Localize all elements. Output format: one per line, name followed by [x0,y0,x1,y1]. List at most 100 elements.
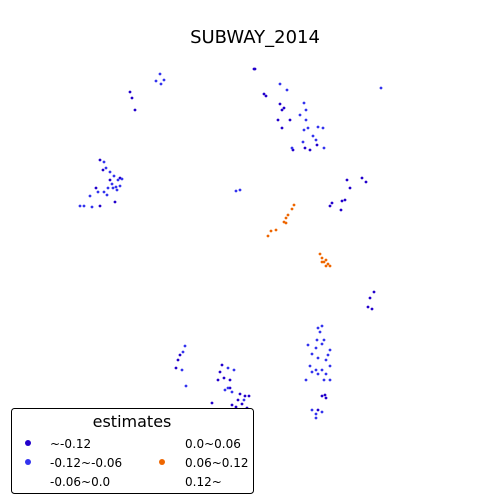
data-point-s2-2 [286,213,290,217]
chart-title: SUBWAY_2014 [190,27,320,48]
data-point-s1-44 [322,338,326,342]
data-point-s0-7 [278,102,282,106]
data-point-s0-30 [178,353,182,357]
data-point-s2-0 [292,203,296,207]
data-point-s2-14 [328,264,332,268]
data-point-s1-8 [304,108,308,112]
data-point-s0-41 [243,394,247,398]
data-point-s1-27 [114,185,118,189]
data-point-s1-29 [106,186,110,190]
data-point-s1-56 [320,368,324,372]
data-point-s0-37 [216,378,220,382]
data-point-s0-12 [288,118,292,122]
data-point-s1-39 [234,189,238,193]
data-point-s1-63 [304,378,308,382]
data-point-s1-72 [230,390,234,394]
data-point-s2-15 [324,264,328,268]
data-point-s1-64 [183,344,187,348]
data-point-s1-53 [328,364,332,368]
data-point-s0-22 [328,204,332,208]
data-point-s1-54 [308,364,312,368]
data-point-s0-35 [222,376,226,380]
data-point-s1-61 [306,343,310,347]
data-point-s1-31 [96,190,100,194]
legend-marker-5 [159,478,165,484]
data-point-s2-9 [318,252,322,256]
data-point-s1-7 [302,101,306,105]
data-point-s0-38 [228,386,232,390]
data-point-s1-9 [298,113,302,117]
data-point-s2-3 [284,216,288,220]
data-points [78,67,383,420]
data-point-s1-12 [306,126,310,130]
data-point-s1-62 [310,370,314,374]
data-point-s0-55 [113,200,117,204]
data-point-s2-12 [324,258,328,262]
data-point-s2-10 [320,256,324,260]
data-point-s1-6 [285,88,289,92]
data-point-s0-17 [345,178,349,182]
data-point-s1-37 [82,204,86,208]
data-point-s1-13 [316,125,320,129]
data-point-s0-8 [280,108,284,112]
data-point-s1-70 [226,386,230,390]
data-point-s2-8 [266,234,270,238]
data-point-s1-2 [159,82,163,86]
data-point-s1-52 [324,358,328,362]
data-point-s0-29 [370,307,374,311]
data-point-s0-48 [316,408,320,412]
data-point-s1-73 [242,398,246,402]
data-point-s0-18 [348,186,352,190]
data-point-s1-58 [328,378,332,382]
data-point-s1-69 [232,368,236,372]
data-point-s1-51 [316,356,320,360]
data-point-s1-33 [115,188,119,192]
data-point-s0-52 [101,168,105,172]
legend-title: estimates [93,412,172,431]
data-point-s1-77 [314,416,318,420]
data-point-s1-35 [105,193,109,197]
data-point-s1-19 [290,146,294,150]
data-point-s1-25 [120,177,124,181]
data-point-s1-66 [180,368,184,372]
data-point-s1-15 [311,134,315,138]
data-point-s0-51 [98,158,102,162]
data-point-s1-17 [314,138,318,142]
data-point-s1-20 [102,160,106,164]
legend: estimates ~-0.12 -0.12~-0.06 -0.06~0.0 0… [11,408,254,494]
data-point-s0-1 [253,67,257,71]
data-point-s0-56 [98,204,102,208]
data-point-s1-76 [320,410,324,414]
data-point-s1-34 [88,194,92,198]
data-point-s0-43 [236,398,240,402]
legend-label-3: 0.0~0.06 [185,437,241,451]
data-point-s2-1 [290,207,294,211]
data-point-s0-27 [368,296,372,300]
legend-frame [11,408,254,494]
data-point-s0-4 [133,108,137,112]
data-point-s0-32 [174,366,178,370]
data-point-s1-41 [316,326,320,330]
data-point-s1-49 [326,353,330,357]
data-point-s1-57 [324,372,328,376]
legend-label-1: -0.12~-0.06 [50,456,122,470]
legend-marker-3 [159,440,165,446]
data-point-s1-75 [314,412,318,416]
data-point-s0-44 [240,402,244,406]
data-point-s2-6 [269,229,273,233]
data-point-s0-19 [340,199,344,203]
data-point-s0-16 [315,143,319,147]
data-point-s1-42 [320,324,324,328]
legend-label-5: 0.12~ [185,475,222,489]
data-point-s0-23 [339,208,343,212]
data-point-s1-67 [184,384,188,388]
data-point-s1-55 [314,368,318,372]
data-point-s0-31 [176,358,180,362]
data-point-s2-5 [284,221,288,225]
data-point-s1-74 [310,408,314,412]
legend-label-2: -0.06~0.0 [50,475,110,489]
legend-label-0: ~-0.12 [50,437,91,451]
data-point-s0-21 [330,201,334,205]
data-point-s1-59 [322,378,326,382]
